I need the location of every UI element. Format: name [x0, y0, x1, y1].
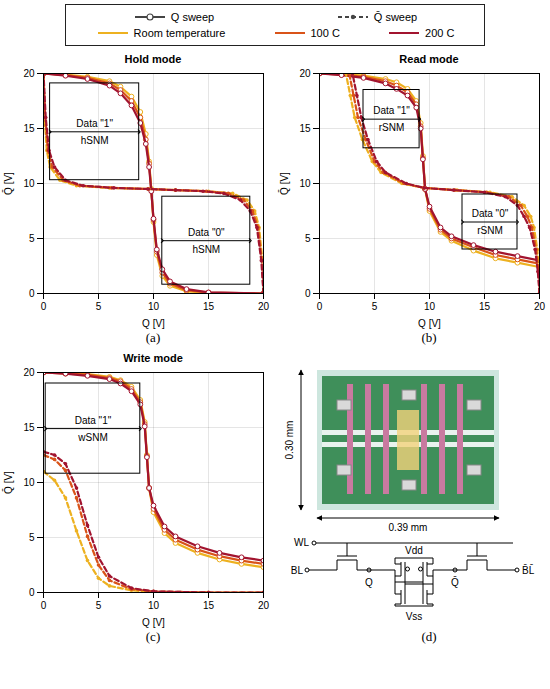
svg-text:10: 10: [148, 301, 160, 312]
svg-text:10: 10: [299, 178, 311, 189]
svg-text:Q̄: Q̄: [451, 576, 459, 588]
svg-text:10: 10: [23, 178, 35, 189]
svg-text:10: 10: [148, 600, 160, 611]
svg-text:hSNM: hSNM: [192, 244, 220, 255]
svg-text:Q̄ [V]: Q̄ [V]: [2, 172, 14, 195]
svg-text:20: 20: [258, 301, 270, 312]
svg-text:hSNM: hSNM: [81, 135, 109, 146]
html-text:Read mode: Read mode: [399, 53, 459, 65]
svg-text:Data "1": Data "1": [373, 105, 410, 116]
svg-text:0: 0: [41, 600, 47, 611]
svg-text:BL: BL: [291, 565, 304, 576]
svg-text:10: 10: [23, 477, 35, 488]
svg-text:0: 0: [305, 288, 311, 299]
svg-text:20: 20: [534, 301, 546, 312]
html-text:(c): (c): [145, 629, 161, 644]
html-text:200 C: 200 C: [425, 27, 455, 39]
svg-text:rSNM: rSNM: [379, 122, 405, 133]
svg-text:B̄L̄: B̄L̄: [522, 564, 535, 576]
svg-text:15: 15: [479, 301, 491, 312]
html-text:(a): (a): [145, 330, 161, 345]
svg-text:15: 15: [299, 123, 311, 134]
svg-text:Q̄ [V]: Q̄ [V]: [2, 471, 14, 494]
svg-text:5: 5: [29, 532, 35, 543]
svg-text:0: 0: [317, 301, 323, 312]
svg-text:10: 10: [424, 301, 436, 312]
svg-text:wSNM: wSNM: [77, 432, 107, 443]
html-text:100 C: 100 C: [310, 27, 340, 39]
html-text:Q sweep: Q sweep: [170, 11, 215, 23]
svg-text:Q [V]: Q [V]: [142, 318, 165, 329]
svg-text:Vss: Vss: [406, 611, 423, 622]
svg-text:15: 15: [23, 123, 35, 134]
svg-text:15: 15: [23, 422, 35, 433]
html-text:(b): (b): [421, 330, 437, 345]
svg-text:Q̄ [V]: Q̄ [V]: [278, 172, 290, 195]
svg-text:5: 5: [305, 233, 311, 244]
svg-text:0.30 mm: 0.30 mm: [284, 421, 295, 460]
svg-text:Vdd: Vdd: [405, 545, 423, 556]
svg-text:0: 0: [29, 288, 35, 299]
svg-text:Data "1": Data "1": [76, 118, 113, 129]
html-text:Hold mode: Hold mode: [124, 53, 182, 65]
svg-text:Q: Q: [365, 577, 373, 588]
svg-text:20: 20: [258, 600, 270, 611]
svg-text:0: 0: [41, 301, 47, 312]
svg-text:Data "0": Data "0": [188, 227, 225, 238]
svg-text:0: 0: [29, 587, 35, 598]
svg-text:5: 5: [96, 600, 102, 611]
svg-text:5: 5: [96, 301, 102, 312]
svg-text:20: 20: [23, 68, 35, 79]
svg-text:20: 20: [23, 367, 35, 378]
svg-text:rSNM: rSNM: [477, 225, 503, 236]
svg-text:WL: WL: [294, 537, 309, 548]
svg-text:15: 15: [203, 600, 215, 611]
svg-text:Data "1": Data "1": [75, 415, 112, 426]
svg-text:Q [V]: Q [V]: [418, 318, 441, 329]
svg-text:5: 5: [372, 301, 378, 312]
svg-text:0.39 mm: 0.39 mm: [389, 522, 428, 533]
html-text:Room temperature: Room temperature: [133, 27, 226, 39]
html-text:(d): (d): [421, 629, 437, 644]
svg-text:Q [V]: Q [V]: [142, 617, 165, 628]
svg-text:15: 15: [203, 301, 215, 312]
svg-text:5: 5: [29, 233, 35, 244]
svg-text:20: 20: [299, 68, 311, 79]
svg-text:Data "0": Data "0": [472, 208, 509, 219]
html-text:Write mode: Write mode: [123, 352, 183, 364]
html-text:Q̄ sweep: Q̄ sweep: [373, 11, 418, 23]
